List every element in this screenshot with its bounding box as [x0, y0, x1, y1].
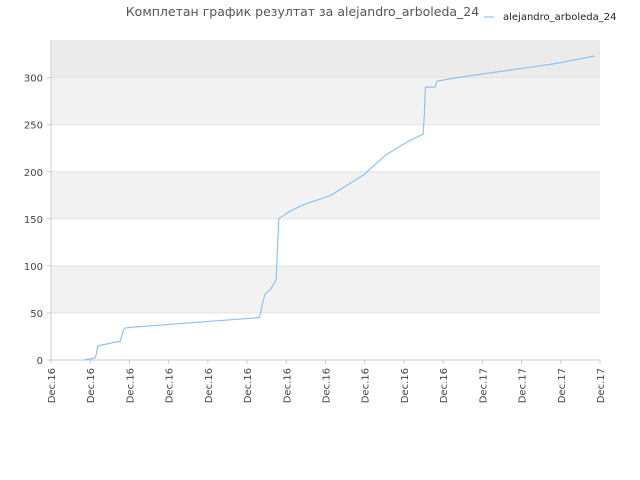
background-band [51, 265, 600, 313]
x-tick-label: Dec.17 [478, 368, 489, 403]
x-tick-label: Dec.16 [361, 368, 372, 403]
x-tick-label: Dec.16 [47, 368, 58, 403]
background-band [51, 40, 600, 78]
x-axis-ticks: Dec.16 Dec.16 Dec.16 Dec.16 Dec.16 Dec.16 Dec.… [47, 360, 607, 403]
background-band [51, 312, 600, 360]
y-tick-label: 50 [30, 309, 43, 320]
y-tick-label: 250 [24, 121, 43, 132]
background-band [51, 77, 600, 125]
x-tick-label: Dec.16 [243, 368, 254, 403]
background-band [51, 171, 600, 219]
y-tick-label: 200 [24, 168, 43, 179]
x-tick-label: Dec.16 [400, 368, 411, 403]
x-tick-label: Dec.17 [518, 368, 529, 403]
series-group [83, 55, 595, 361]
legend-label: alejandro_arboleda_24 [503, 12, 617, 23]
y-tick-label: 0 [37, 356, 43, 367]
y-tick-label: 100 [24, 262, 43, 273]
x-tick-label: Dec.16 [204, 368, 215, 403]
x-tick-label: Dec.16 [125, 368, 136, 403]
y-axis-ticks: 0 50 100 150 200 250 300 [24, 74, 51, 367]
series-line [83, 55, 595, 361]
legend: alejandro_arboleda_24 [484, 12, 617, 23]
background-band [51, 124, 600, 172]
x-tick-label: Dec.16 [165, 368, 176, 403]
x-tick-label: Dec.16 [86, 368, 97, 403]
y-tick-label: 150 [24, 215, 43, 226]
x-tick-label: Dec.16 [322, 368, 333, 403]
x-tick-label: Dec.17 [557, 368, 568, 403]
background-band [51, 218, 600, 266]
x-tick-label: Dec.17 [596, 368, 607, 403]
y-tick-label: 300 [24, 74, 43, 85]
x-tick-label: Dec.16 [439, 368, 450, 403]
chart-title: Комплетан график резултат за alejandro_a… [125, 4, 480, 19]
plot-background-bands [51, 40, 600, 360]
x-tick-label: Dec.16 [282, 368, 293, 403]
